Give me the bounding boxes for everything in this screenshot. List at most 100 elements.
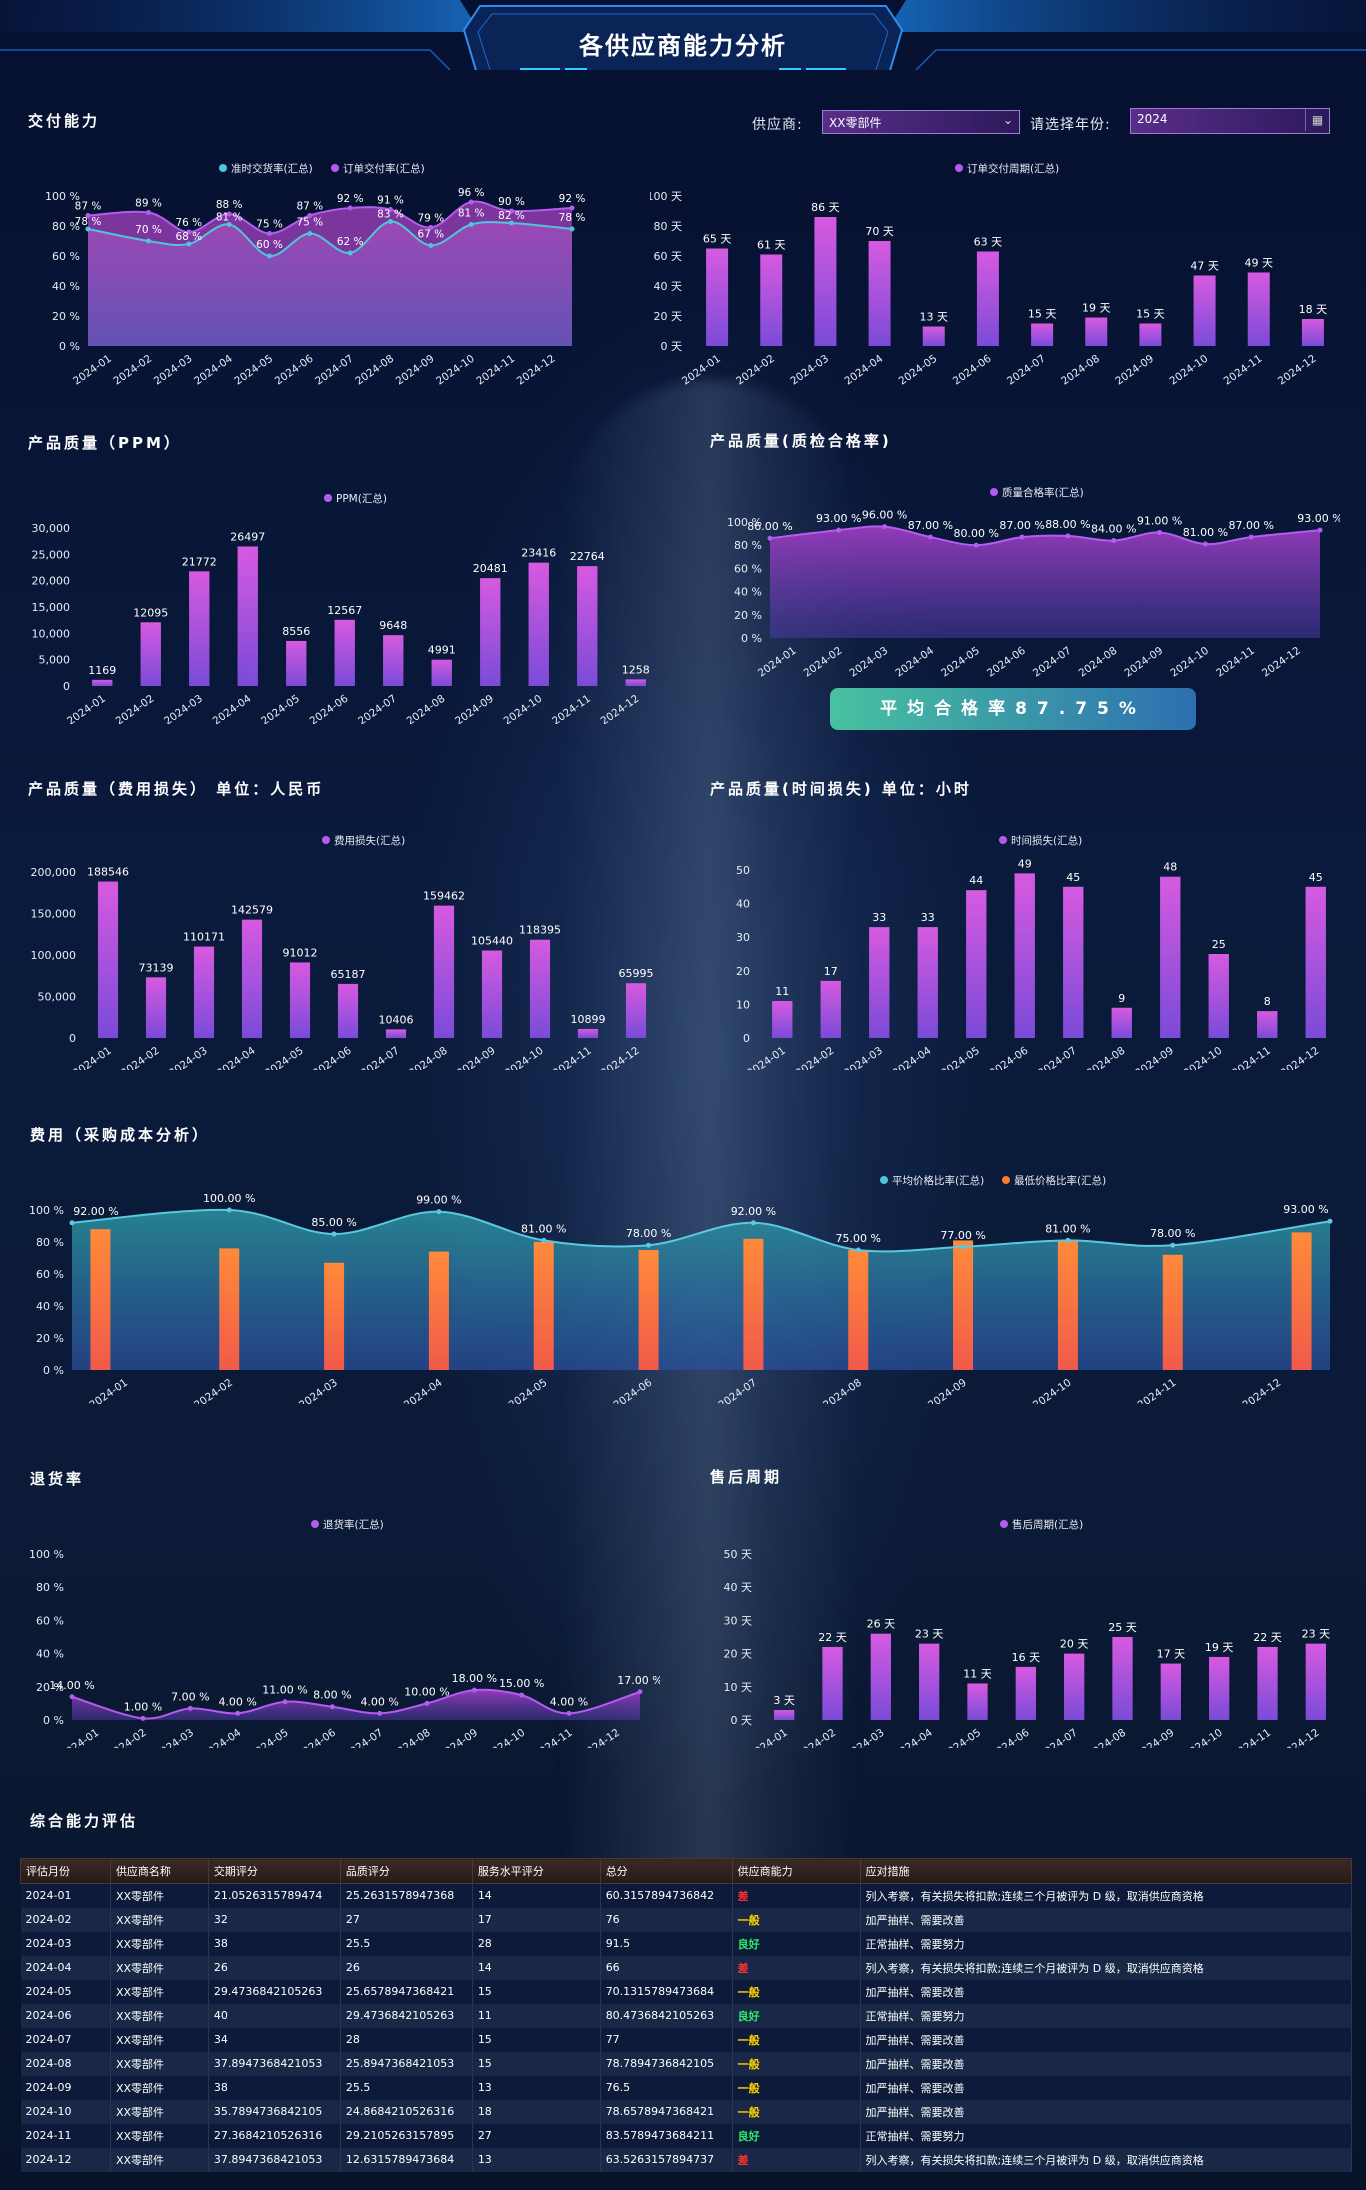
data-point <box>226 1207 232 1213</box>
legend-label: 质量合格率(汇总) <box>1002 486 1084 499</box>
legend-label: 平均价格比率(汇总) <box>892 1174 984 1187</box>
data-label: 18 天 <box>1299 303 1328 316</box>
x-tick-label: 2024-12 <box>1279 1045 1322 1070</box>
bar <box>967 1683 988 1720</box>
data-label: 81.00 % <box>1183 526 1228 539</box>
x-tick-label: 2024-06 <box>985 644 1028 679</box>
table-cell: 24.8684210526316 <box>340 2099 473 2124</box>
data-point <box>388 207 393 212</box>
table-cell: XX零部件 <box>110 1955 209 1980</box>
data-point <box>187 1705 193 1711</box>
x-tick-label: 2024-09 <box>394 353 437 388</box>
table-header-cell: 品质评分 <box>339 1858 473 1884</box>
data-point <box>509 208 514 214</box>
chart-ppm: 0 5,000 10,000 15,000 20,000 25,000 30,000 2024… <box>32 492 650 724</box>
y-tick-label: 200,000 <box>31 866 77 879</box>
x-tick-label: 2024-07 <box>1036 1045 1079 1070</box>
table-cell: 27 <box>472 2123 601 2148</box>
y-tick-label: 0 <box>69 1032 76 1045</box>
y-tick-label: 60 % <box>734 562 762 575</box>
y-tick-label: 20 天 <box>724 1648 753 1661</box>
data-label: 81 % <box>216 212 243 224</box>
bar <box>953 1240 974 1370</box>
data-label: 99.00 % <box>416 1194 461 1207</box>
table-cell: 40 <box>208 2003 341 2028</box>
table-header-cell: 评估月份 <box>20 1858 111 1884</box>
x-tick-label: 2024-07 <box>1005 353 1048 388</box>
bar <box>1064 1653 1085 1720</box>
y-tick-label: 20 % <box>52 310 80 323</box>
bar <box>1257 1646 1278 1720</box>
bar <box>1160 876 1181 1038</box>
x-tick-label: 2024-02 <box>795 1727 838 1748</box>
section-title-return-rate: 退货率 <box>30 1470 85 1488</box>
data-label: 84.00 % <box>1091 523 1136 536</box>
x-tick-label: 2024-08 <box>1085 1045 1128 1070</box>
data-label: 15.00 % <box>499 1677 544 1690</box>
bar <box>706 248 729 346</box>
x-tick-label: 2024-12 <box>579 1727 622 1748</box>
table-cell: 2024-03 <box>20 1931 111 1956</box>
table-cell: 一般 <box>732 2075 861 2100</box>
data-label: 8 <box>1264 995 1271 1008</box>
data-label: 92.00 % <box>73 1205 118 1218</box>
series-line <box>87 220 573 257</box>
data-label: 26 天 <box>867 1618 896 1631</box>
bar <box>743 1238 764 1370</box>
section-title-cost: 费用（采购成本分析） <box>30 1126 211 1144</box>
data-point <box>836 527 842 533</box>
bar <box>774 1710 795 1720</box>
data-point <box>1111 538 1117 544</box>
table-cell: 加严抽样、需要改善 <box>860 2075 1353 2100</box>
table-cell: 83.5789473684211 <box>600 2123 733 2148</box>
data-point <box>428 225 434 230</box>
bar <box>814 217 837 346</box>
calendar-icon[interactable]: ▦ <box>1305 109 1329 131</box>
data-label: 14.00 % <box>49 1679 94 1692</box>
data-label: 10406 <box>379 1013 414 1026</box>
x-tick-label: 2024-05 <box>940 1727 983 1748</box>
bar <box>431 659 452 686</box>
supplier-select-value: XX零部件 <box>829 116 882 130</box>
year-input[interactable]: 2024 ▦ <box>1130 108 1330 134</box>
bar <box>383 635 404 686</box>
table-cell: 2024-11 <box>20 2123 111 2148</box>
bar <box>1193 275 1216 346</box>
data-point <box>428 243 434 248</box>
bar <box>1031 323 1054 346</box>
table-cell: 11 <box>472 2003 601 2028</box>
chart-purchase-cost: 0 % 20 % 40 % 60 % 80 % 100 % 2024-01 2024-02 20… <box>29 1174 1333 1404</box>
x-tick-label: 2024-08 <box>407 1045 450 1070</box>
data-label: 10.00 % <box>404 1685 449 1698</box>
supplier-select[interactable]: XX零部件 ⌄ <box>822 110 1020 134</box>
y-tick-label: 20 <box>736 965 750 978</box>
y-tick-label: 150,000 <box>31 908 77 921</box>
data-label: 83 % <box>377 209 404 221</box>
table-cell: 28 <box>340 2027 473 2052</box>
data-label: 78.00 % <box>1150 1227 1195 1240</box>
table-cell: 78.7894736842105 <box>600 2051 733 2076</box>
bar <box>625 983 647 1038</box>
table-cell: 2024-10 <box>20 2099 111 2124</box>
x-tick-label: 2024-02 <box>114 693 157 724</box>
y-tick-label: 100 % <box>29 1204 64 1217</box>
data-label: 75.00 % <box>836 1232 881 1245</box>
page-title-box: 各供应商能力分析 <box>470 8 896 90</box>
legend-marker <box>322 836 330 844</box>
data-point <box>646 1242 652 1248</box>
table-cell: 27 <box>340 1907 473 1932</box>
table-cell: 25.6578947368421 <box>340 1979 473 2004</box>
data-point <box>307 231 313 236</box>
legend-marker <box>219 164 227 172</box>
x-tick-label: 2024-07 <box>356 693 399 724</box>
x-tick-label: 2024-01 <box>747 1727 790 1748</box>
data-point <box>140 1715 146 1721</box>
table-cell: 加严抽样、需要改善 <box>860 2051 1353 2076</box>
table-cell: 15 <box>472 1979 601 2004</box>
bar <box>772 1001 793 1038</box>
legend-marker <box>1000 1520 1008 1528</box>
bar <box>760 254 783 346</box>
data-label: 78 % <box>559 212 586 224</box>
table-cell: 2024-12 <box>20 2147 111 2172</box>
